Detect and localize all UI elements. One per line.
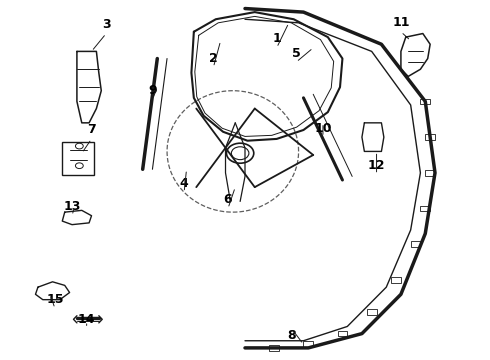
Text: 3: 3: [102, 18, 110, 31]
Bar: [425, 170, 435, 176]
Text: 11: 11: [392, 16, 410, 29]
Bar: [62, 143, 94, 175]
Text: 9: 9: [148, 84, 157, 97]
Text: 10: 10: [314, 122, 332, 135]
Text: 15: 15: [46, 293, 64, 306]
Bar: [367, 309, 376, 315]
Text: 5: 5: [292, 47, 300, 60]
Text: 4: 4: [180, 177, 189, 190]
Text: 12: 12: [368, 159, 385, 172]
Text: 7: 7: [87, 123, 96, 136]
Text: 13: 13: [63, 200, 81, 213]
Bar: [420, 206, 430, 211]
Text: 14: 14: [78, 313, 96, 326]
Bar: [391, 277, 401, 283]
Bar: [411, 242, 420, 247]
Text: 6: 6: [223, 193, 232, 206]
Text: 2: 2: [209, 52, 218, 65]
Text: 8: 8: [287, 329, 295, 342]
Bar: [420, 99, 430, 104]
Text: 1: 1: [272, 32, 281, 45]
Bar: [270, 345, 279, 351]
Bar: [303, 342, 313, 347]
Bar: [338, 331, 347, 337]
Bar: [425, 134, 435, 140]
